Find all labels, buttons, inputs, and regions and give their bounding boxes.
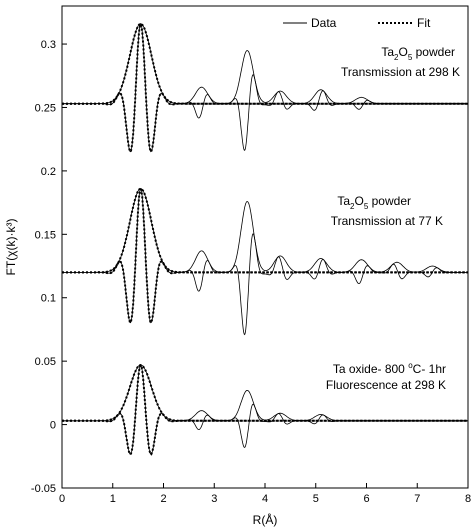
- panel-3-label: Ta oxide- 800 oC- 1hr Fluorescence at 29…: [326, 361, 446, 392]
- series-fit-magnitude-1: [62, 22, 468, 105]
- series-data-real-2: [62, 187, 468, 336]
- panel-2-label: Ta2O5 powder Transmission at 77 K: [331, 194, 443, 228]
- series-fit-real-2: [62, 188, 468, 325]
- y-tick-label: 0.25: [35, 102, 56, 114]
- x-axis-ticks: 0 1 2 3 4 5 6 7 8: [59, 483, 471, 505]
- series-data-real-1: [62, 23, 468, 153]
- x-tick-label: 2: [160, 493, 166, 505]
- x-tick-label: 6: [363, 493, 369, 505]
- legend-data-label: Data: [311, 16, 337, 30]
- x-tick-label: 8: [465, 493, 471, 505]
- series-fit-magnitude-2: [62, 187, 468, 274]
- x-tick-label: 5: [313, 493, 319, 505]
- y-tick-label: -0.05: [31, 483, 56, 495]
- series-data-magnitude-1: [62, 23, 468, 105]
- panel-1-sample: Ta2O5 powder: [381, 45, 455, 62]
- x-tick-label: 4: [262, 493, 268, 505]
- legend-fit-label: Fit: [417, 16, 431, 30]
- panel-3-condition: Fluorescence at 298 K: [326, 378, 446, 392]
- legend: Data Fit: [283, 16, 431, 30]
- panel-2-sample: Ta2O5 powder: [337, 194, 411, 211]
- panel-1-label: Ta2O5 powder Transmission at 298 K: [341, 45, 460, 79]
- x-tick-label: 3: [211, 493, 217, 505]
- y-tick-label: 0.05: [35, 356, 56, 368]
- y-tick-label: 0: [50, 420, 56, 432]
- y-axis-label: FT(χ(k)·k³): [4, 219, 18, 276]
- panel-2-condition: Transmission at 77 K: [331, 214, 443, 228]
- x-tick-label: 0: [59, 493, 65, 505]
- panel-3-sample: Ta oxide- 800 oC- 1hr: [333, 361, 446, 376]
- series-fit-real-3: [62, 364, 468, 456]
- y-tick-label: 0.15: [35, 229, 56, 241]
- x-tick-label: 1: [110, 493, 116, 505]
- x-axis-label: R(Å): [253, 512, 278, 527]
- y-axis-ticks: -0.05 0 0.05 0.1 0.15 0.2 0.25 0.3: [31, 39, 67, 495]
- y-tick-label: 0.2: [41, 166, 56, 178]
- curves: [62, 22, 468, 456]
- series-fit-real-1: [62, 23, 468, 154]
- y-tick-label: 0.3: [41, 39, 56, 51]
- x-tick-label: 7: [414, 493, 420, 505]
- panel-1-condition: Transmission at 298 K: [341, 65, 460, 79]
- y-tick-label: 0.1: [41, 293, 56, 305]
